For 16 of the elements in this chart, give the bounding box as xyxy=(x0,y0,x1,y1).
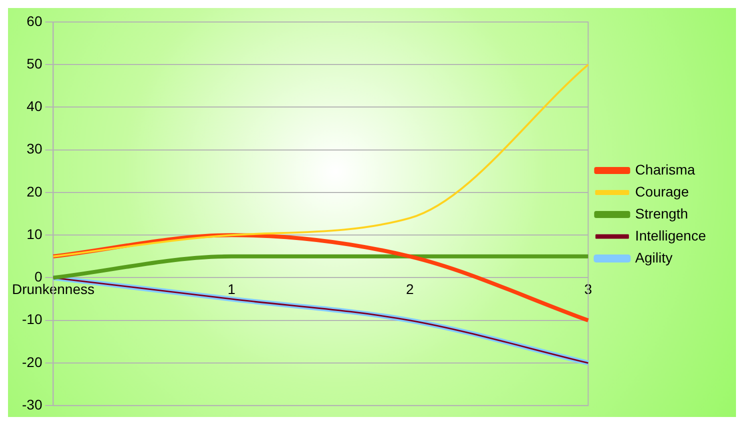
y-tick-label: 20 xyxy=(26,183,42,200)
y-tick-label: -10 xyxy=(22,311,42,328)
legend-label: Agility xyxy=(635,249,673,266)
y-tick-label: 10 xyxy=(26,226,42,242)
y-tick-label: 40 xyxy=(26,98,42,114)
y-tick-label: 60 xyxy=(26,12,42,29)
legend-label: Charisma xyxy=(635,161,696,178)
x-tick-label: 1 xyxy=(228,280,236,297)
x-tick-label: 2 xyxy=(406,280,414,297)
legend-label: Intelligence xyxy=(635,227,706,244)
legend-label: Courage xyxy=(635,183,690,200)
y-tick-label: -20 xyxy=(22,354,42,370)
y-tick-label: 30 xyxy=(26,140,42,157)
legend-label: Strength xyxy=(635,205,688,222)
y-tick-label: -30 xyxy=(22,396,42,412)
y-tick-label: 50 xyxy=(26,55,42,72)
